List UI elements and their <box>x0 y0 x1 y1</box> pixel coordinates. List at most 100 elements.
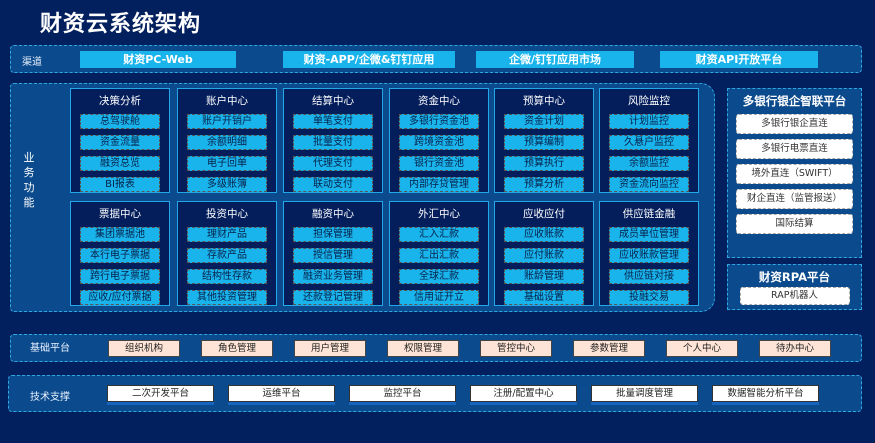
module-title: 融资中心 <box>312 208 354 220</box>
module-item[interactable]: 资金流向监控 <box>609 177 689 192</box>
module-card: 账户中心账户开销户余额明细电子回单多级账簿 <box>177 88 277 193</box>
bank-platform-title: 多银行银企智联平台 <box>742 94 847 108</box>
module-item[interactable]: 预算分析 <box>504 177 584 192</box>
base-platform-item[interactable]: 用户管理 <box>294 340 366 357</box>
module-item[interactable]: 应收账款管理 <box>609 248 689 263</box>
base-platform-item[interactable]: 个人中心 <box>666 340 738 357</box>
module-title: 供应链金融 <box>622 208 676 220</box>
module-item[interactable]: 预算执行 <box>504 156 584 171</box>
bank-platform-item[interactable]: 境外直连（SWIFT） <box>736 164 853 184</box>
channel-label: 渠道 <box>22 57 42 68</box>
tech-support-item[interactable]: 监控平台 <box>349 385 456 402</box>
base-platform-item[interactable]: 角色管理 <box>201 340 273 357</box>
module-item[interactable]: 集团票据池 <box>80 227 160 242</box>
module-item[interactable]: 账户开销户 <box>187 114 267 129</box>
module-item[interactable]: 余额明细 <box>187 135 267 150</box>
module-item[interactable]: 理财产品 <box>187 227 267 242</box>
base-platform-label: 基础平台 <box>30 343 70 354</box>
channel-item[interactable]: 财资PC-Web <box>80 51 236 68</box>
module-item[interactable]: 多银行资金池 <box>399 114 479 129</box>
module-title: 预算中心 <box>523 95 565 107</box>
module-title: 账户中心 <box>206 95 248 107</box>
module-item[interactable]: 成员单位管理 <box>609 227 689 242</box>
bank-platform: 多银行银企智联平台 多银行银企直连 多银行电票直连 境外直连（SWIFT） 财企直连（… <box>727 88 862 258</box>
module-item[interactable]: 多级账簿 <box>187 177 267 192</box>
business-label: 业务功能 <box>23 151 35 209</box>
module-item[interactable]: 应收账款 <box>504 227 584 242</box>
module-item[interactable]: 单笔支付 <box>293 114 373 129</box>
module-title: 投资中心 <box>206 208 248 220</box>
rpa-platform-title: 财资RPA平台 <box>758 270 831 284</box>
module-item[interactable]: 汇入汇款 <box>399 227 479 242</box>
module-item[interactable]: 本行电子票据 <box>80 248 160 263</box>
module-item[interactable]: 结构性存款 <box>187 269 267 284</box>
module-item[interactable]: 跨境资金池 <box>399 135 479 150</box>
bank-platform-item[interactable]: 财企直连（监管报送） <box>736 189 853 209</box>
bank-platform-item[interactable]: 多银行电票直连 <box>736 139 853 159</box>
rpa-item[interactable]: RAP机器人 <box>739 287 850 305</box>
module-item[interactable]: 融资业务管理 <box>293 269 373 284</box>
module-item[interactable]: 余额监控 <box>609 156 689 171</box>
module-card: 供应链金融成员单位管理 应收账款管理 供应链对接投融交易 <box>599 201 699 306</box>
module-card: 结算中心单笔支付批量支付代理支付联动支付 <box>283 88 383 193</box>
module-card: 票据中心集团票据池本行电子票据 跨行电子票据 应收/应付票据 <box>70 201 170 306</box>
base-platform-item[interactable]: 管控中心 <box>480 340 552 357</box>
module-item[interactable]: 全球汇款 <box>399 269 479 284</box>
module-item[interactable]: 应收/应付票据 <box>80 290 160 305</box>
module-item[interactable]: 跨行电子票据 <box>80 269 160 284</box>
module-item[interactable]: 其他投资管理 <box>187 290 267 305</box>
module-item[interactable]: 供应链对接 <box>609 269 689 284</box>
module-item[interactable]: 担保管理 <box>293 227 373 242</box>
module-item[interactable]: 批量支付 <box>293 135 373 150</box>
module-title: 资金中心 <box>418 95 460 107</box>
module-item[interactable]: 资金计划 <box>504 114 584 129</box>
module-title: 结算中心 <box>312 95 354 107</box>
module-item[interactable]: 汇出汇款 <box>399 248 479 263</box>
base-platform-item[interactable]: 参数管理 <box>573 340 645 357</box>
module-item[interactable]: 还款登记管理 <box>293 290 373 305</box>
tech-support-item[interactable]: 注册/配置中心 <box>470 385 577 402</box>
module-title: 决策分析 <box>99 95 141 107</box>
module-item[interactable]: 存款产品 <box>187 248 267 263</box>
module-item[interactable]: 信用证开立 <box>399 290 479 305</box>
rpa-platform: 财资RPA平台 RAP机器人 <box>727 264 862 310</box>
tech-support-item[interactable]: 二次开发平台 <box>107 385 214 402</box>
module-item[interactable]: 久悬户监控 <box>609 135 689 150</box>
module-item[interactable]: 联动支付 <box>293 177 373 192</box>
module-item[interactable]: 账龄管理 <box>504 269 584 284</box>
tech-support-label: 技术支撑 <box>30 392 70 403</box>
channel-item[interactable]: 企微/钉钉应用市场 <box>476 51 634 68</box>
module-card: 应收应付应收账款应付账款账龄管理基础设置 <box>494 201 594 306</box>
module-title: 应收应付 <box>523 208 565 220</box>
module-item[interactable]: BI报表 <box>80 177 160 192</box>
module-item[interactable]: 授信管理 <box>293 248 373 263</box>
base-platform-item[interactable]: 组织机构 <box>108 340 180 357</box>
module-item[interactable]: 计划监控 <box>609 114 689 129</box>
module-card: 预算中心资金计划预算编制预算执行预算分析 <box>494 88 594 193</box>
bank-platform-item[interactable]: 国际结算 <box>736 214 853 234</box>
tech-support-item[interactable]: 运维平台 <box>228 385 335 402</box>
module-item[interactable]: 预算编制 <box>504 135 584 150</box>
module-card: 资金中心多银行资金池 跨境资金池银行资金池内部存贷管理 <box>389 88 489 193</box>
module-card: 决策分析总驾驶舱资金流量融资总览 BI报表 <box>70 88 170 193</box>
module-item[interactable]: 融资总览 <box>80 156 160 171</box>
base-platform-item[interactable]: 权限管理 <box>387 340 459 357</box>
tech-support-item[interactable]: 数据智能分析平台 <box>712 385 819 402</box>
tech-support-item[interactable]: 批量调度管理 <box>591 385 698 402</box>
bank-platform-item[interactable]: 多银行银企直连 <box>736 114 853 134</box>
module-title: 票据中心 <box>99 208 141 220</box>
module-title: 风险监控 <box>628 95 670 107</box>
module-title: 外汇中心 <box>418 208 460 220</box>
module-item[interactable]: 电子回单 <box>187 156 267 171</box>
module-item[interactable]: 投融交易 <box>609 290 689 305</box>
channel-item[interactable]: 财资API开放平台 <box>660 51 818 68</box>
module-item[interactable]: 应付账款 <box>504 248 584 263</box>
module-item[interactable]: 基础设置 <box>504 290 584 305</box>
base-platform-item[interactable]: 待办中心 <box>759 340 831 357</box>
module-item[interactable]: 代理支付 <box>293 156 373 171</box>
module-item[interactable]: 银行资金池 <box>399 156 479 171</box>
module-item[interactable]: 内部存贷管理 <box>399 177 479 192</box>
channel-item[interactable]: 财资-APP/企微&钉钉应用 <box>283 51 455 68</box>
module-item[interactable]: 资金流量 <box>80 135 160 150</box>
module-item[interactable]: 总驾驶舱 <box>80 114 160 129</box>
